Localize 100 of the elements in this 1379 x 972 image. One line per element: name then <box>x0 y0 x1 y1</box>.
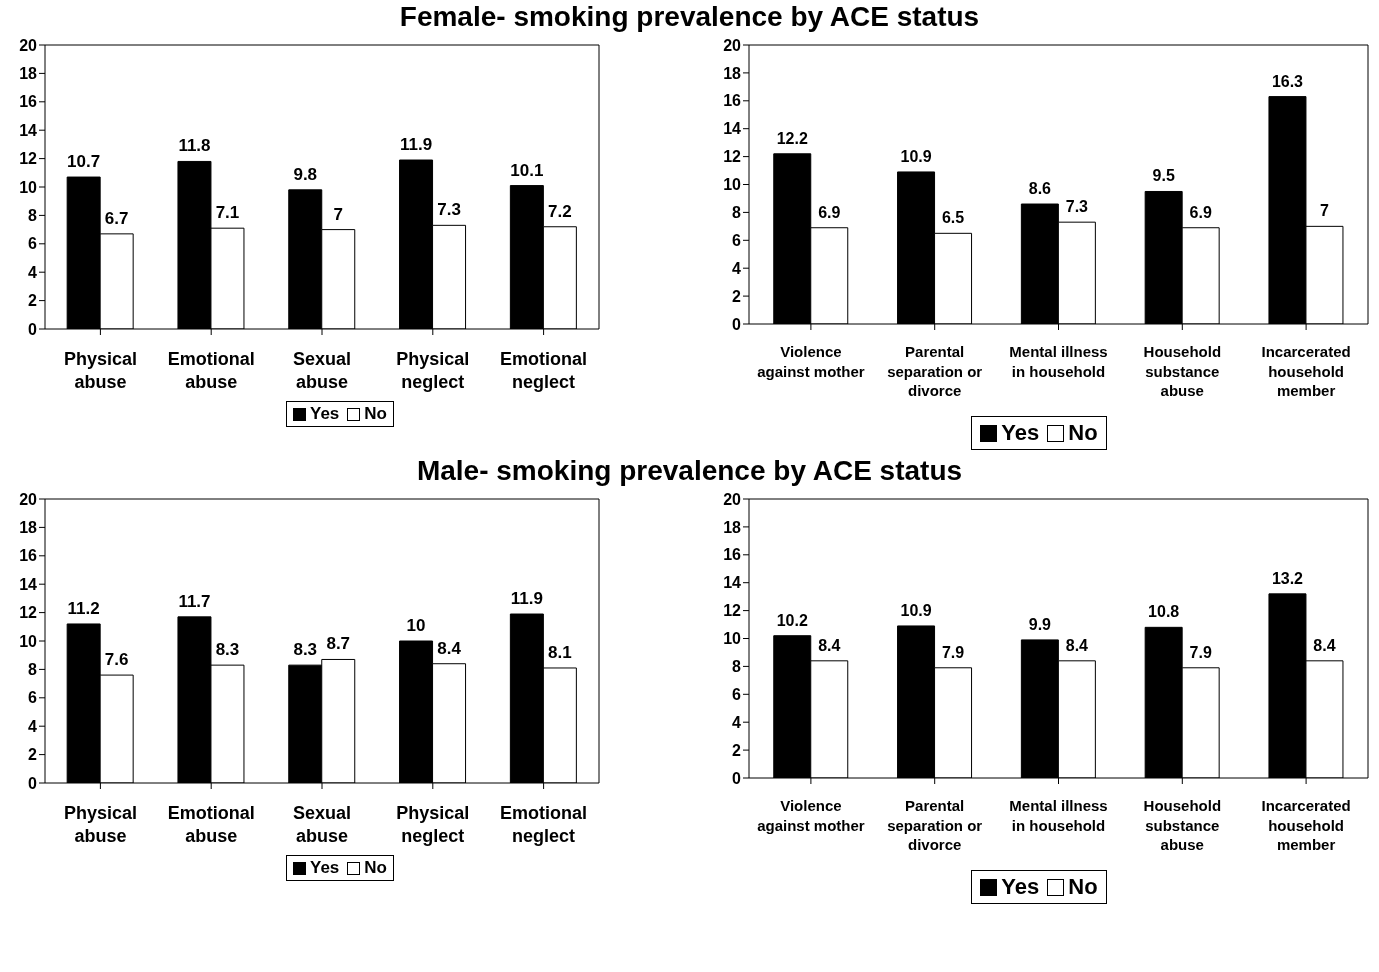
y-tick-label: 12 <box>19 150 38 168</box>
data-label: 7.3 <box>437 200 461 220</box>
x-tick-label: Physical neglect <box>396 803 470 847</box>
data-label: 11.8 <box>178 136 211 156</box>
y-tick-label: 18 <box>19 65 38 83</box>
x-tick-label: Incarcerated household member <box>1261 797 1351 853</box>
data-label: 7 <box>1320 202 1330 220</box>
y-tick-label: 6 <box>28 689 38 707</box>
y-tick-label: 20 <box>19 490 38 508</box>
data-label: 7.9 <box>1189 643 1212 661</box>
y-tick-label: 4 <box>28 717 38 735</box>
data-label: 7 <box>333 204 343 224</box>
data-label: 11.7 <box>178 591 211 611</box>
legend-label: No <box>363 404 387 424</box>
y-tick-label: 10 <box>723 176 742 194</box>
data-label: 8.3 <box>293 640 318 660</box>
data-label: 9.8 <box>293 164 318 184</box>
legend-label: Yes <box>1000 874 1040 900</box>
x-tick-label: Violence against mother <box>757 343 865 380</box>
data-label: 10.2 <box>776 611 808 629</box>
legend-label: Yes <box>309 404 340 424</box>
y-tick-label: 8 <box>732 204 742 222</box>
y-tick-label: 4 <box>28 263 38 281</box>
data-label: 8.4 <box>437 638 462 658</box>
x-tick-label: Violence against mother <box>757 797 865 834</box>
y-tick-label: 12 <box>723 148 742 166</box>
y-tick-label: 16 <box>19 93 38 111</box>
data-label: 6.9 <box>1189 203 1212 221</box>
legend-label: No <box>1067 420 1098 446</box>
y-tick-label: 14 <box>723 574 742 592</box>
y-tick-label: 14 <box>19 121 38 139</box>
data-label: 11.2 <box>67 598 100 618</box>
y-tick-label: 8 <box>28 661 38 679</box>
text: Male- smoking prevalence by ACE status <box>415 454 964 488</box>
y-tick-label: 2 <box>732 287 742 305</box>
y-tick-label: 4 <box>732 713 742 731</box>
data-label: 7.1 <box>215 203 240 223</box>
data-label: 8.4 <box>1065 636 1089 654</box>
x-tick-label: Mental illness in household <box>1009 797 1108 834</box>
text: Female- smoking prevalence by ACE status <box>398 0 981 34</box>
x-tick-label: Physical neglect <box>396 349 470 393</box>
data-label: 11.9 <box>399 135 433 155</box>
y-tick-label: 0 <box>732 315 742 333</box>
x-tick-label: Emotional abuse <box>167 349 255 393</box>
x-tick-label: Physical abuse <box>63 349 137 393</box>
y-tick-label: 2 <box>28 746 38 764</box>
data-label: 6.9 <box>818 203 841 221</box>
y-tick-label: 2 <box>732 741 742 759</box>
y-tick-label: 10 <box>19 632 38 650</box>
data-label: 7.2 <box>548 201 572 221</box>
y-tick-label: 18 <box>723 64 742 82</box>
data-label: 10.9 <box>900 601 932 619</box>
data-label: 8.4 <box>818 636 841 654</box>
data-label: 7.3 <box>1065 198 1089 216</box>
x-tick-label: Sexual abuse <box>292 349 352 393</box>
data-label: 10.9 <box>900 147 932 165</box>
x-tick-label: Incarcerated household member <box>1261 343 1351 399</box>
data-label: 6.7 <box>104 208 129 228</box>
legend-label: Yes <box>1000 420 1040 446</box>
y-tick-label: 12 <box>19 604 38 622</box>
x-tick-label: Parental separation or divorce <box>887 343 983 399</box>
y-tick-label: 20 <box>723 490 742 508</box>
y-tick-label: 16 <box>723 92 742 110</box>
x-tick-label: Parental separation or divorce <box>887 797 983 853</box>
x-tick-label: Sexual abuse <box>292 803 352 847</box>
data-label: 10.7 <box>67 152 101 172</box>
y-tick-label: 14 <box>19 575 38 593</box>
y-tick-label: 6 <box>732 231 742 249</box>
data-label: 9.5 <box>1152 167 1175 185</box>
legend-label: No <box>363 858 387 878</box>
y-tick-label: 0 <box>28 774 38 792</box>
data-label: 8.3 <box>215 640 240 660</box>
y-tick-label: 10 <box>19 178 38 196</box>
y-tick-label: 0 <box>28 320 38 338</box>
x-tick-label: Emotional neglect <box>500 349 588 393</box>
y-tick-label: 12 <box>723 602 742 620</box>
y-tick-label: 10 <box>723 630 742 648</box>
y-tick-label: 0 <box>732 769 742 787</box>
data-label: 8.4 <box>1313 636 1336 654</box>
data-label: 10.1 <box>510 160 544 180</box>
data-label: 7.6 <box>104 650 129 670</box>
y-tick-label: 14 <box>723 120 742 138</box>
data-label: 16.3 <box>1271 72 1304 90</box>
x-tick-label: Mental illness in household <box>1009 343 1108 380</box>
data-label: 11.9 <box>510 589 543 609</box>
data-label: 8.1 <box>548 642 572 662</box>
y-tick-label: 18 <box>723 518 742 536</box>
y-tick-label: 18 <box>19 519 38 537</box>
x-tick-label: Household substance abuse <box>1143 797 1222 853</box>
y-tick-label: 16 <box>19 547 38 565</box>
data-label: 9.9 <box>1028 615 1052 633</box>
data-label: 12.2 <box>776 129 808 147</box>
x-tick-label: Emotional neglect <box>500 803 588 847</box>
y-tick-label: 6 <box>732 685 742 703</box>
data-label: 13.2 <box>1271 569 1304 587</box>
legend-label: Yes <box>309 858 340 878</box>
x-tick-label: Household substance abuse <box>1143 343 1222 399</box>
y-tick-label: 8 <box>732 658 742 676</box>
data-label: 10 <box>406 616 426 635</box>
y-tick-label: 20 <box>19 36 38 54</box>
